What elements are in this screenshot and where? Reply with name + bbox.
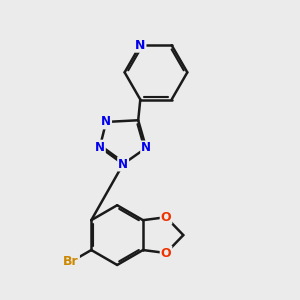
Text: O: O (161, 247, 171, 260)
Text: N: N (141, 141, 151, 154)
Text: N: N (135, 39, 146, 52)
Text: O: O (161, 211, 171, 224)
Text: N: N (101, 116, 111, 128)
Text: Br: Br (63, 255, 79, 268)
Text: N: N (118, 158, 128, 170)
Text: N: N (95, 141, 105, 154)
